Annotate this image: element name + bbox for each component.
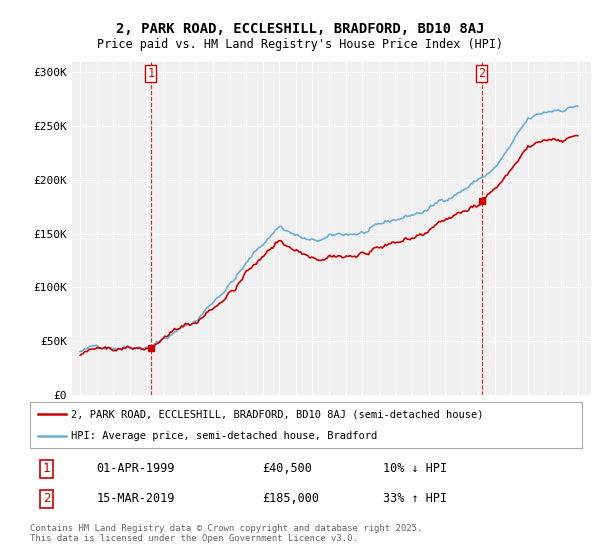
Text: £40,500: £40,500 bbox=[262, 463, 312, 475]
Text: 1: 1 bbox=[43, 463, 50, 475]
Text: 01-APR-1999: 01-APR-1999 bbox=[96, 463, 175, 475]
Text: Price paid vs. HM Land Registry's House Price Index (HPI): Price paid vs. HM Land Registry's House … bbox=[97, 38, 503, 50]
Text: 2: 2 bbox=[478, 67, 485, 80]
Text: HPI: Average price, semi-detached house, Bradford: HPI: Average price, semi-detached house,… bbox=[71, 431, 377, 441]
Text: 2, PARK ROAD, ECCLESHILL, BRADFORD, BD10 8AJ (semi-detached house): 2, PARK ROAD, ECCLESHILL, BRADFORD, BD10… bbox=[71, 409, 484, 419]
Text: 10% ↓ HPI: 10% ↓ HPI bbox=[383, 463, 448, 475]
Text: 15-MAR-2019: 15-MAR-2019 bbox=[96, 492, 175, 505]
Text: Contains HM Land Registry data © Crown copyright and database right 2025.
This d: Contains HM Land Registry data © Crown c… bbox=[30, 524, 422, 543]
Text: 1: 1 bbox=[147, 67, 154, 80]
Text: 33% ↑ HPI: 33% ↑ HPI bbox=[383, 492, 448, 505]
Text: 2, PARK ROAD, ECCLESHILL, BRADFORD, BD10 8AJ: 2, PARK ROAD, ECCLESHILL, BRADFORD, BD10… bbox=[116, 22, 484, 36]
Text: 2: 2 bbox=[43, 492, 50, 505]
Text: £185,000: £185,000 bbox=[262, 492, 319, 505]
